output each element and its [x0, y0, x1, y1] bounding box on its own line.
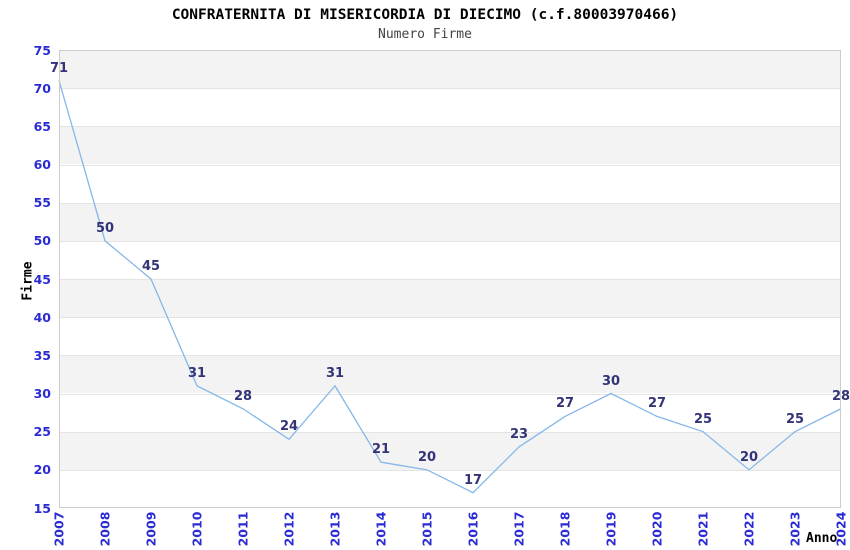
- data-point-label: 28: [233, 388, 253, 404]
- plot-band: [59, 50, 841, 89]
- y-tick-label: 35: [33, 347, 51, 363]
- x-tick-label: 2016: [465, 511, 481, 547]
- x-tick-label: 2020: [649, 511, 665, 547]
- x-tick-label: 2014: [373, 511, 389, 547]
- data-point-label: 24: [279, 419, 299, 435]
- data-point-label: 45: [141, 259, 161, 274]
- data-point-label: 25: [693, 411, 713, 427]
- y-tick-label: 55: [33, 195, 51, 211]
- gridline: [59, 431, 841, 433]
- y-tick-label: 50: [33, 233, 51, 249]
- y-tick-label: 70: [33, 80, 51, 96]
- y-tick-label: 60: [33, 157, 51, 172]
- data-point-label: 27: [555, 396, 575, 412]
- y-tick-label: 40: [33, 309, 51, 325]
- gridline: [59, 202, 841, 204]
- data-point-label: 31: [325, 365, 345, 381]
- gridline: [59, 317, 841, 319]
- x-tick-label: 2021: [695, 511, 711, 547]
- x-tick-label: 2012: [281, 511, 297, 547]
- y-tick-label: 75: [33, 42, 51, 58]
- plot-band: [59, 88, 841, 127]
- series-line: [58, 80, 842, 494]
- data-point-label: 27: [647, 396, 667, 412]
- gridline: [59, 88, 841, 90]
- data-line-layer: [58, 80, 842, 494]
- data-point-label: 17: [463, 472, 483, 488]
- plot-band: [59, 317, 841, 356]
- plot-band: [59, 393, 841, 432]
- gridline: [59, 240, 841, 242]
- data-point-label: 21: [371, 442, 391, 458]
- y-tick-label: 25: [33, 424, 51, 440]
- gridline: [59, 164, 841, 166]
- x-tick-label: 2008: [97, 511, 113, 547]
- x-tick-label: 2022: [741, 511, 757, 547]
- x-tick-label: 2007: [51, 511, 67, 547]
- y-tick-label: 20: [33, 462, 51, 478]
- chart-title: CONFRATERNITA DI MISERICORDIA DI DIECIMO…: [171, 7, 679, 23]
- x-tick-label: 2018: [557, 511, 573, 547]
- gridline: [59, 393, 841, 395]
- x-tick-label: 2019: [603, 511, 619, 547]
- y-tick-label: 30: [33, 386, 51, 401]
- data-point-label: 20: [417, 449, 437, 465]
- y-axis-label: Firme: [20, 261, 36, 301]
- data-point-label: 23: [509, 426, 529, 442]
- x-tick-label: 2011: [235, 511, 251, 547]
- data-point-label: 50: [95, 220, 115, 236]
- data-point-label: 20: [739, 449, 759, 465]
- data-point-label: 28: [831, 388, 850, 404]
- y-tick-label: 15: [33, 500, 51, 516]
- plot-band: [59, 355, 841, 394]
- x-tick-label: 2015: [419, 511, 435, 547]
- gridline: [59, 469, 841, 471]
- x-tick-label: 2017: [511, 511, 527, 547]
- x-tick-label: 2009: [143, 511, 159, 547]
- data-point-label: 31: [187, 365, 207, 381]
- x-tick-label: 2013: [327, 511, 343, 547]
- y-tick-label: 65: [33, 118, 51, 134]
- x-tick-label: 2023: [787, 511, 803, 547]
- plot-area: [59, 50, 841, 508]
- plot-band: [59, 202, 841, 241]
- gridline: [59, 279, 841, 280]
- x-axis-label: Anno: [806, 531, 838, 546]
- x-tick-label: 2010: [189, 511, 205, 547]
- data-point-label: 30: [601, 373, 621, 389]
- gridline: [59, 126, 841, 128]
- plot-band: [59, 240, 841, 279]
- gridline: [59, 355, 841, 357]
- y-tick-label: 45: [33, 271, 51, 287]
- plot-band: [59, 469, 841, 508]
- plot-band: [59, 126, 841, 165]
- data-point-label: 25: [785, 411, 805, 427]
- data-point-label: 71: [49, 60, 69, 76]
- chart-subtitle: Numero Firme: [378, 27, 472, 42]
- plot-band: [59, 279, 841, 318]
- plot-band: [59, 164, 841, 203]
